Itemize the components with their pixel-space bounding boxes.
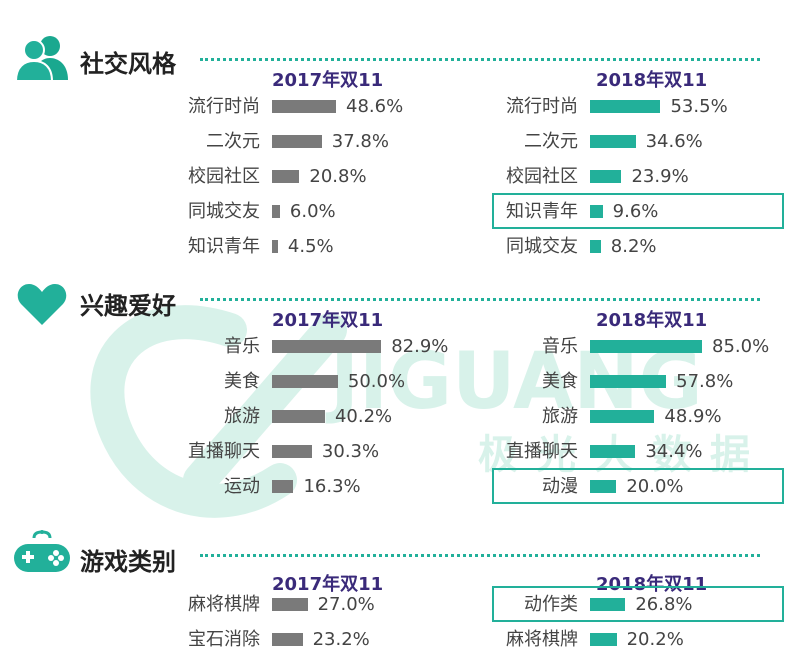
category-label: 美食 [542, 371, 578, 392]
value-label: 82.9% [391, 336, 449, 357]
bar [590, 240, 601, 253]
category-label: 二次元 [524, 131, 578, 152]
value-label: 34.4% [645, 441, 703, 462]
bar [590, 170, 622, 183]
value-label: 8.2% [610, 236, 657, 257]
value-label: 48.6% [346, 96, 404, 117]
category-label: 麻将棋牌 [506, 629, 578, 650]
value-label: 57.8% [676, 371, 734, 392]
category-label: 二次元 [206, 131, 260, 152]
section-divider [200, 554, 760, 557]
category-label: 流行时尚 [188, 96, 260, 117]
bar [272, 598, 308, 611]
category-label: 知识青年 [506, 201, 578, 222]
bar [590, 375, 667, 388]
bar [272, 633, 303, 646]
section-title-games: 游戏类别 [80, 548, 176, 576]
value-label: 23.2% [312, 629, 370, 650]
chart-title-2018: 2018年双11 [596, 310, 708, 331]
category-label: 知识青年 [188, 236, 260, 257]
value-label: 40.2% [334, 406, 393, 427]
value-label: 20.2% [626, 629, 684, 650]
users-icon [14, 36, 68, 82]
category-label: 运动 [224, 476, 260, 497]
value-label: 27.0% [317, 594, 375, 615]
bar [590, 135, 636, 148]
chart-title-2018: 2018年双11 [596, 574, 708, 595]
category-label: 同城交友 [506, 236, 578, 257]
category-label: 音乐 [224, 336, 260, 357]
value-label: 20.0% [626, 476, 684, 497]
bar [272, 410, 325, 423]
value-label: 85.0% [712, 336, 770, 357]
value-label: 50.0% [347, 371, 406, 392]
category-label: 旅游 [224, 406, 260, 427]
bar [272, 340, 382, 353]
bar [272, 100, 337, 113]
section-title-social: 社交风格 [80, 50, 176, 78]
bar [272, 480, 294, 493]
chart-title-2018: 2018年双11 [596, 70, 708, 91]
section-title-interest: 兴趣爱好 [80, 292, 176, 320]
section-divider [200, 298, 760, 301]
gamepad-icon [14, 530, 70, 572]
category-label: 直播聊天 [506, 441, 578, 462]
value-label: 4.5% [287, 236, 334, 257]
category-label: 校园社区 [506, 166, 578, 187]
chart-title-2017: 2017年双11 [272, 70, 384, 91]
bar [272, 205, 280, 218]
value-label: 53.5% [670, 96, 728, 117]
bar [590, 410, 655, 423]
chart-title-2017: 2017年双11 [272, 310, 384, 331]
category-label: 直播聊天 [188, 441, 260, 462]
category-label: 动作类 [524, 594, 578, 615]
value-label: 37.8% [331, 131, 389, 152]
value-label: 9.6% [612, 201, 659, 222]
value-label: 34.6% [645, 131, 703, 152]
value-label: 26.8% [635, 594, 693, 615]
value-label: 6.0% [289, 201, 336, 222]
highlight-box [492, 193, 784, 229]
value-label: 20.8% [309, 166, 367, 187]
category-label: 美食 [224, 371, 260, 392]
bar [590, 598, 626, 611]
section-divider [200, 58, 760, 61]
bar [272, 240, 278, 253]
value-label: 48.9% [664, 406, 722, 427]
chart-title-2017: 2017年双11 [272, 574, 384, 595]
category-label: 宝石消除 [188, 629, 260, 650]
category-label: 旅游 [542, 406, 578, 427]
bar [590, 480, 617, 493]
bar [590, 340, 702, 353]
heart-icon [17, 284, 67, 325]
category-label: 动漫 [542, 476, 578, 497]
bar [272, 375, 338, 388]
bar [272, 445, 312, 458]
bar [590, 100, 661, 113]
bar [590, 205, 603, 218]
bar [272, 170, 300, 183]
category-label: 校园社区 [188, 166, 260, 187]
value-label: 30.3% [321, 441, 380, 462]
highlight-box [492, 586, 784, 622]
category-label: 同城交友 [188, 201, 260, 222]
category-label: 音乐 [542, 336, 578, 357]
value-label: 23.9% [631, 166, 689, 187]
bar [590, 633, 617, 646]
highlight-box [492, 468, 784, 504]
bar [272, 135, 322, 148]
value-label: 16.3% [303, 476, 361, 497]
bar [590, 445, 636, 458]
category-label: 流行时尚 [506, 96, 578, 117]
category-label: 麻将棋牌 [188, 594, 260, 615]
